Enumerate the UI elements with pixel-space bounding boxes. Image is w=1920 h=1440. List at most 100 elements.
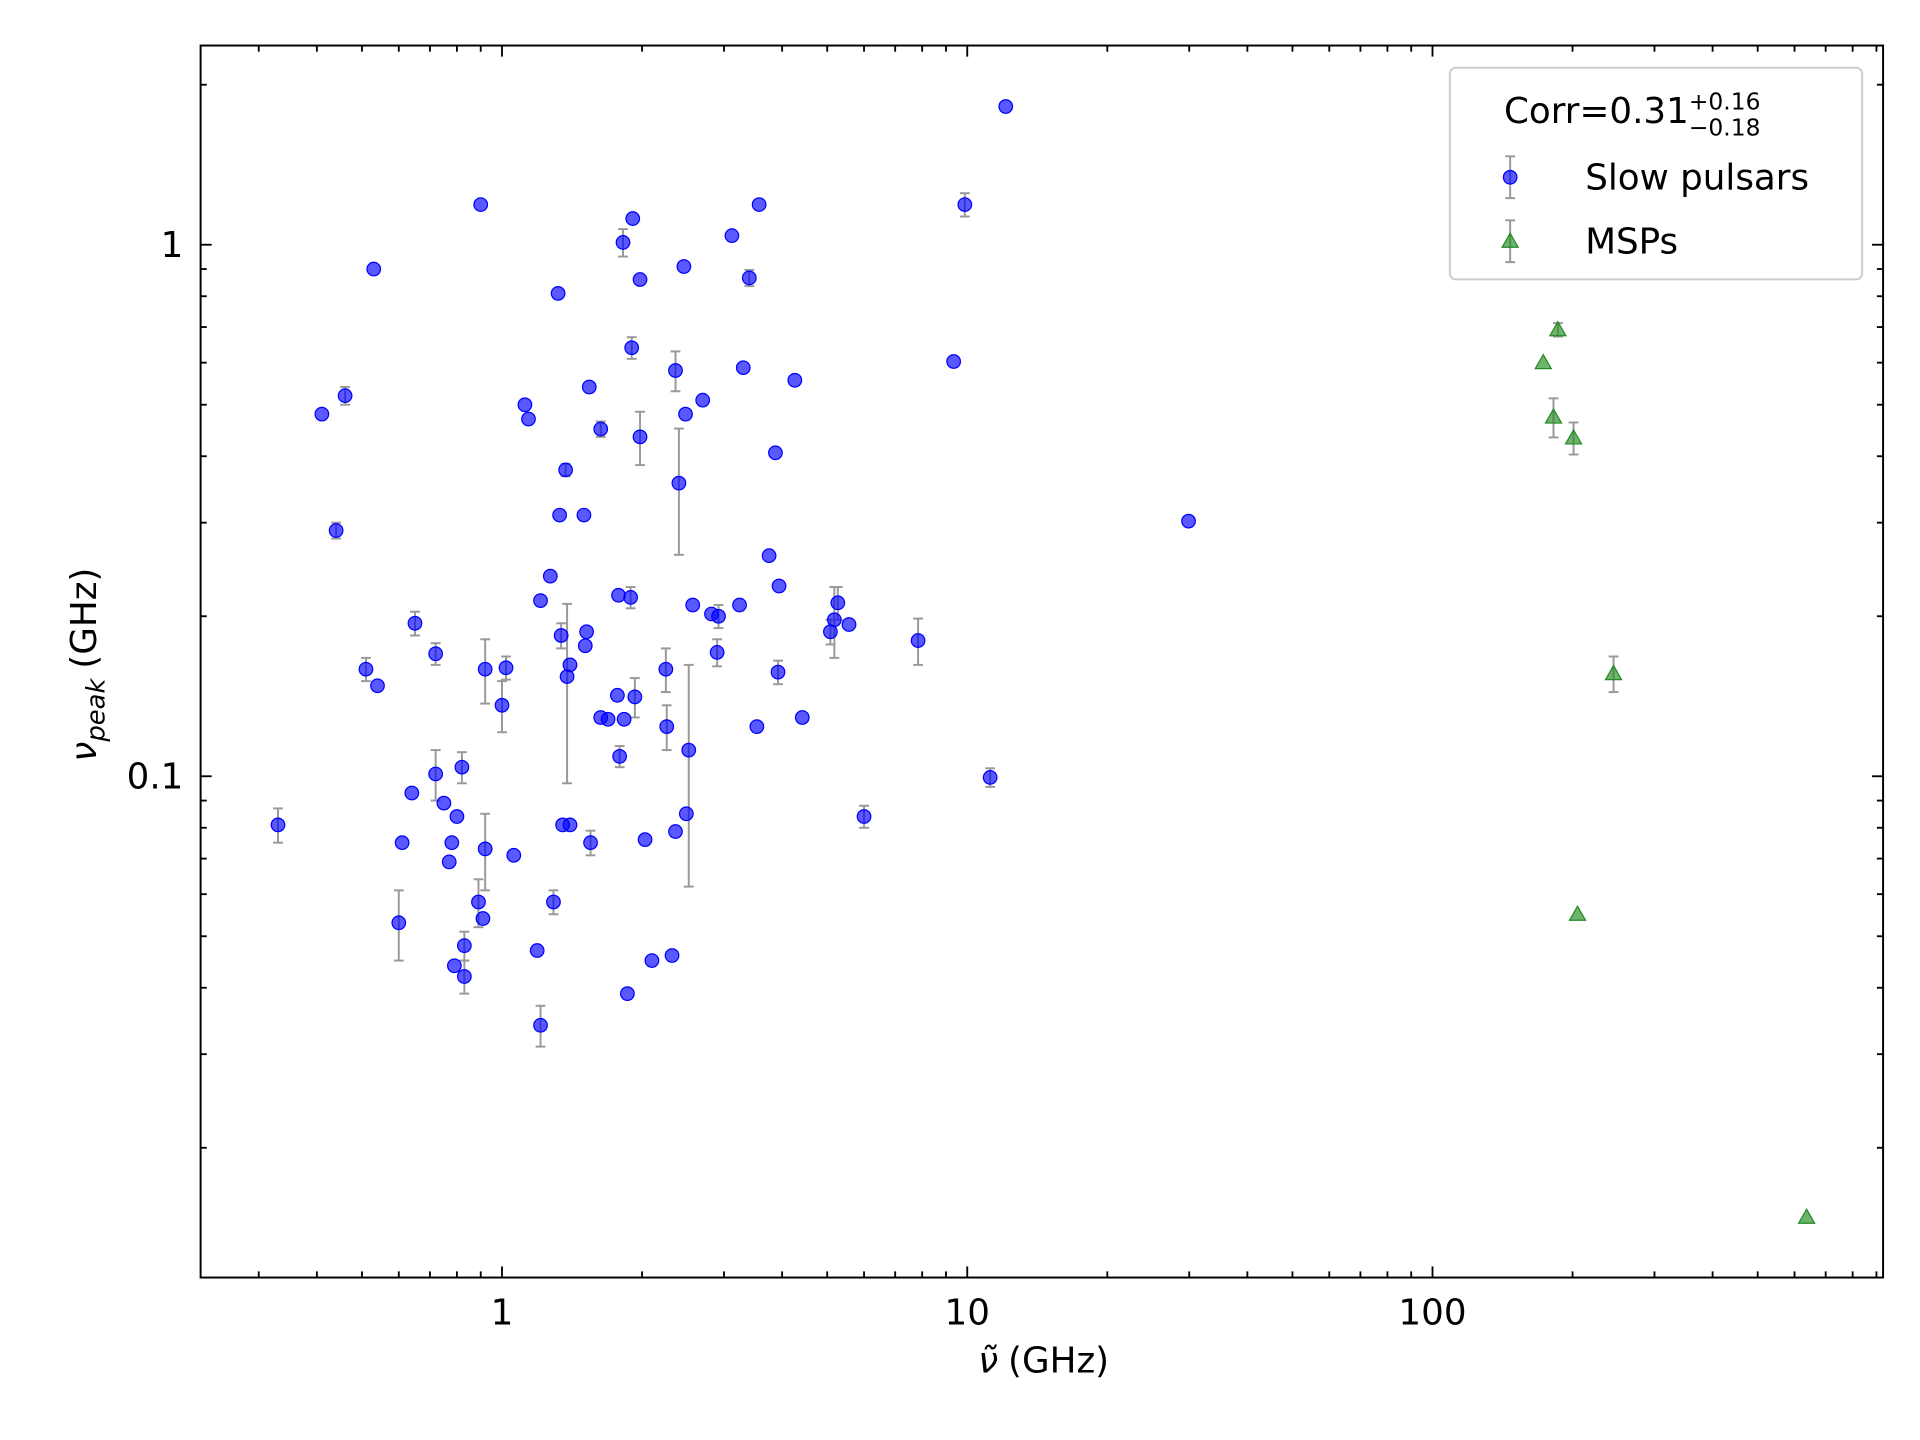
point: [444, 835, 460, 851]
point: [498, 660, 514, 676]
point: [787, 372, 803, 388]
point: [998, 99, 1014, 114]
point: [625, 211, 641, 226]
point: [581, 379, 597, 395]
point: [620, 986, 635, 1002]
point: [624, 340, 640, 356]
point: [441, 854, 457, 870]
point: [768, 445, 783, 461]
point: [659, 719, 675, 734]
point: [709, 645, 725, 660]
y-tick-label: 0.1: [127, 757, 184, 798]
point: [506, 847, 522, 863]
legend-box: [1448, 66, 1864, 281]
point: [681, 742, 697, 758]
point: [391, 915, 407, 931]
point: [314, 406, 330, 422]
point: [826, 612, 842, 628]
point: [404, 785, 420, 801]
point: [1534, 353, 1553, 370]
point: [612, 748, 628, 764]
point: [830, 595, 846, 611]
legend-marker: [1502, 169, 1518, 185]
point: [428, 766, 444, 782]
point: [446, 958, 462, 974]
point: [856, 809, 872, 824]
point: [678, 806, 694, 822]
point: [475, 911, 491, 926]
point: [761, 548, 777, 564]
point: [841, 617, 857, 632]
point: [794, 710, 810, 725]
point: [615, 235, 631, 250]
point: [616, 711, 632, 727]
point: [366, 261, 382, 277]
legend-title-main: Corr=0.31: [1504, 91, 1689, 132]
point: [533, 1017, 548, 1033]
point: [542, 568, 558, 584]
point: [494, 697, 510, 713]
legend-title-sub: −0.18: [1689, 113, 1761, 141]
point: [337, 388, 353, 404]
x-tick-label: 1: [491, 1292, 514, 1333]
point: [644, 953, 660, 968]
x-label-unit: (GHz): [1008, 1340, 1109, 1381]
point: [1544, 407, 1563, 424]
point: [521, 411, 536, 427]
point: [732, 597, 747, 613]
point: [611, 587, 626, 603]
point: [407, 615, 423, 631]
x-tick-label: 100: [1398, 1292, 1466, 1333]
point: [576, 507, 592, 523]
point: [1568, 905, 1587, 921]
point: [751, 197, 767, 212]
point: [529, 943, 545, 958]
legend-title-sup: +0.16: [1689, 88, 1761, 116]
point: [1181, 513, 1196, 529]
x-tick-label: 10: [945, 1292, 990, 1333]
point: [456, 969, 472, 984]
point: [982, 770, 998, 785]
point: [632, 272, 648, 287]
point: [473, 197, 489, 212]
point: [593, 421, 609, 437]
point: [449, 809, 465, 824]
point: [609, 687, 625, 703]
point: [678, 406, 693, 422]
point: [724, 228, 740, 244]
error-bar: [683, 663, 694, 888]
point: [671, 475, 687, 491]
point: [436, 795, 452, 811]
y-label-unit: (GHz): [64, 568, 105, 669]
point: [583, 835, 598, 851]
point: [910, 633, 926, 648]
point: [749, 719, 765, 734]
point: [477, 661, 493, 677]
x-label-symbol: ν̃: [978, 1340, 998, 1381]
legend-label: MSPs: [1585, 222, 1678, 263]
point: [562, 817, 578, 833]
point: [394, 835, 410, 851]
y-label-subscript: peak: [82, 678, 112, 743]
point: [623, 590, 639, 605]
point: [627, 689, 643, 705]
point: [328, 523, 344, 538]
y-tick-label: 1: [161, 225, 184, 266]
point: [770, 664, 786, 680]
point: [957, 197, 973, 212]
x-axis-label: ν̃ (GHz): [978, 1340, 1109, 1381]
point: [533, 593, 548, 609]
y-label-symbol: ν: [64, 742, 105, 762]
point: [1564, 428, 1583, 445]
point: [577, 638, 593, 654]
point: [454, 759, 470, 775]
point: [1604, 664, 1623, 681]
point: [358, 661, 374, 677]
point: [664, 948, 680, 963]
point: [579, 624, 594, 640]
legend-marker: [1501, 231, 1520, 248]
point: [632, 429, 648, 445]
point: [771, 578, 787, 594]
point: [946, 354, 962, 369]
